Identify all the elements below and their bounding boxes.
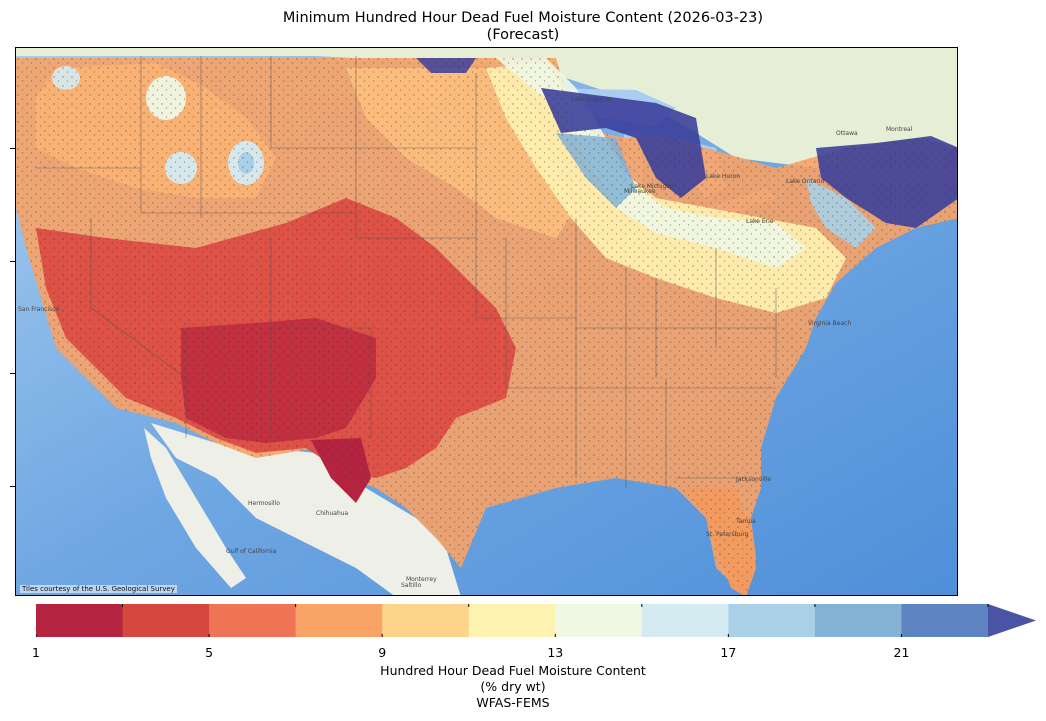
colorbar-extend-arrow xyxy=(988,604,1036,637)
colorbar-label: Hundred Hour Dead Fuel Moisture Content … xyxy=(0,663,1026,711)
map-place-label: Hermosillo xyxy=(248,500,280,507)
map-place-label: Lake Ontario xyxy=(786,178,825,185)
colorbar-label-line-1: Hundred Hour Dead Fuel Moisture Content xyxy=(380,663,646,678)
colorbar-segment xyxy=(555,604,643,637)
map-place-label: Ottawa xyxy=(836,130,858,137)
map-place-label: Lake Erie xyxy=(746,218,774,225)
map-place-label: San Francisco xyxy=(18,306,60,313)
baja-land xyxy=(144,428,246,588)
map-place-label: Lake Michigan xyxy=(631,183,674,190)
tile-credit: Tiles courtesy of the U.S. Geological Su… xyxy=(20,585,177,593)
state-boundaries xyxy=(36,56,777,488)
map-place-label: Virginia Beach xyxy=(808,320,852,327)
map-place-label: Gulf of California xyxy=(226,548,277,555)
map-place-label: Jacksonville xyxy=(736,476,772,483)
canada-land xyxy=(16,48,957,168)
map-place-label: Tampa xyxy=(736,518,756,525)
map-place-label: Saltillo xyxy=(401,582,422,589)
colorbar-segment xyxy=(814,604,902,637)
colorbar xyxy=(36,604,1036,637)
colorbar-segment xyxy=(641,604,729,637)
y-tick xyxy=(10,148,15,149)
map-place-label: St. Petersburg xyxy=(706,531,749,538)
colorbar-tick-label: 5 xyxy=(205,645,214,660)
colorbar-tick-label: 21 xyxy=(893,645,910,660)
y-tick xyxy=(10,486,15,487)
colorbar-segment xyxy=(295,604,383,637)
colorbar-segment xyxy=(122,604,210,637)
colorbar-tick-label: 9 xyxy=(378,645,387,660)
map-svg xyxy=(16,48,957,595)
title-line-2: (Forecast) xyxy=(486,27,560,43)
colorbar-label-line-2: (% dry wt) xyxy=(480,679,546,694)
map-place-label: Lake Huron xyxy=(706,173,741,180)
map-panel[interactable]: Tiles courtesy of the U.S. Geological Su… xyxy=(15,47,958,596)
mexico-land xyxy=(151,423,461,595)
colorbar-tick-label: 17 xyxy=(720,645,737,660)
colorbar-segment xyxy=(209,604,297,637)
colorbar-segment xyxy=(728,604,816,637)
y-tick xyxy=(10,373,15,374)
colorbar-segment xyxy=(468,604,556,637)
map-place-label: Milwaukee xyxy=(624,188,656,195)
map-place-label: Lake Superior xyxy=(571,96,613,103)
colorbar-tick-label: 1 xyxy=(32,645,40,660)
colorbar-tick-label: 13 xyxy=(547,645,564,660)
title-line-1: Minimum Hundred Hour Dead Fuel Moisture … xyxy=(282,10,764,26)
colorbar-segment xyxy=(382,604,470,637)
y-tick xyxy=(10,261,15,262)
colorbar-segment xyxy=(901,604,989,637)
map-place-label: Monterrey xyxy=(406,576,437,583)
map-place-label: Montreal xyxy=(886,126,913,133)
map-title: Minimum Hundred Hour Dead Fuel Moisture … xyxy=(0,10,1046,44)
stipple-overlay xyxy=(16,58,957,595)
colorbar-segment xyxy=(36,604,124,637)
colorbar-label-line-3: WFAS-FEMS xyxy=(476,695,550,710)
map-place-label: Chihuahua xyxy=(316,510,349,517)
